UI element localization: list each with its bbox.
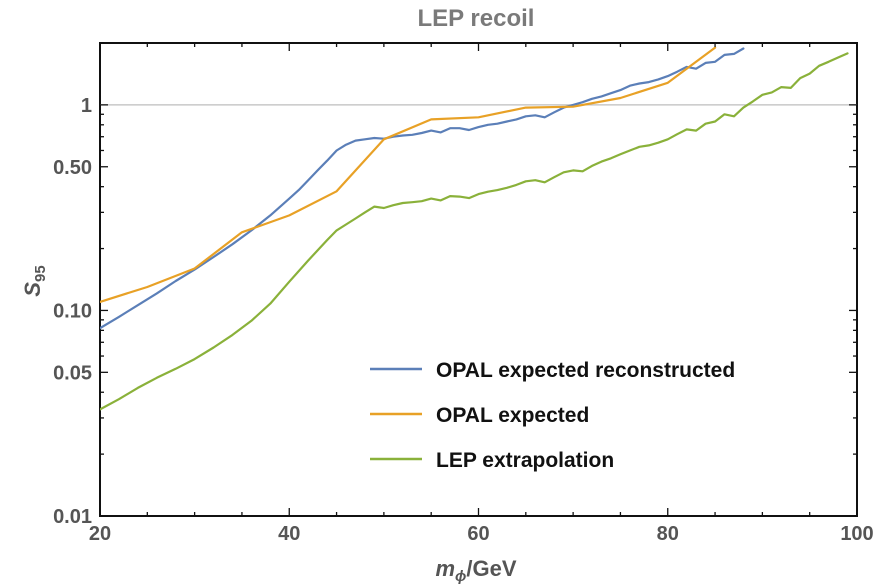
series-line-3 [100,52,849,411]
y-tick-label: 0.50 [53,157,92,179]
x-axis-ticks: 20 40 60 80 100 [89,43,874,545]
series-layer [100,46,849,411]
y-axis-ticks: 0.01 0.05 0.10 0.50 1 [53,42,857,528]
x-tick-label: 60 [467,523,489,545]
chart-title: LEP recoil [418,5,535,32]
x-tick-label: 20 [89,523,111,545]
x-axis-title-sub: ϕ [455,568,466,584]
x-axis-title-main: m [435,556,455,581]
legend: OPAL expected reconstructed OPAL expected… [370,359,735,472]
x-tick-label: 40 [278,523,300,545]
y-tick-label: 1 [81,95,92,117]
y-tick-label: 0.10 [53,300,92,322]
y-tick-label: 0.01 [53,506,92,528]
series-line-1 [100,47,745,330]
x-tick-label: 100 [840,523,873,545]
y-axis-title-main: S [20,282,45,297]
x-tick-label: 80 [657,523,679,545]
y-tick-label: 0.05 [53,362,92,384]
x-axis-title-rest: /GeV [466,556,516,581]
plot-frame [99,42,858,517]
legend-label-3: LEP extrapolation [436,449,614,472]
legend-label-1: OPAL expected reconstructed [436,359,735,382]
series-line-2 [100,46,717,303]
legend-label-2: OPAL expected [436,404,589,427]
y-axis-title: S95 [20,265,49,296]
y-axis-title-sub: 95 [32,265,49,282]
x-axis-title: mϕ/GeV [435,556,516,584]
